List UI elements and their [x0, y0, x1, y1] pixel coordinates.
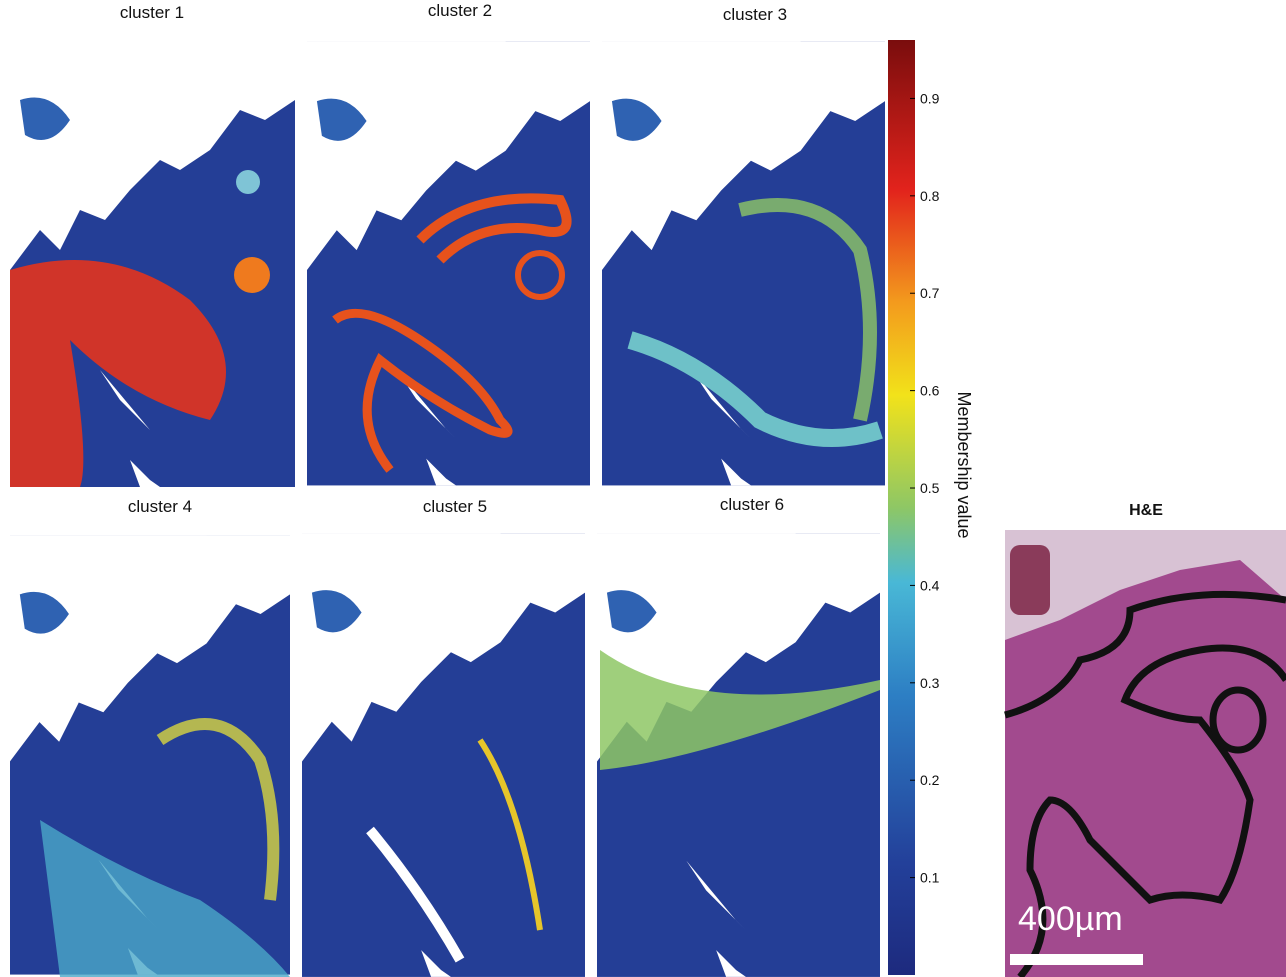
heatmap: [10, 535, 290, 977]
he-image: 400µm: [1005, 530, 1286, 977]
colorbar-tick-label: 0.5: [920, 480, 940, 496]
colorbar-tick-label: 0.6: [920, 383, 940, 399]
colorbar-tick-label: 0.2: [920, 772, 940, 788]
panel-title: cluster 2: [428, 1, 492, 20]
colorbar-tick-label: 0.1: [920, 870, 940, 886]
he-title: H&E: [1129, 502, 1163, 519]
colorbar-label: Membership value: [954, 391, 974, 538]
figure: 400µm H&E Membership value cluster 1 clus…: [0, 0, 1286, 977]
heatmap: [597, 533, 880, 977]
heatmap: [602, 42, 885, 486]
panel-title: cluster 6: [720, 495, 784, 514]
heatmap: [10, 40, 295, 487]
colorbar-tick-label: 0.7: [920, 285, 940, 301]
panel-title: cluster 5: [423, 497, 487, 516]
colorbar-tick-label: 0.4: [920, 577, 940, 593]
panel-title: cluster 3: [723, 5, 787, 24]
heatmap: [307, 42, 590, 486]
panel-title: cluster 1: [120, 3, 184, 22]
colorbar-tick-label: 0.8: [920, 188, 940, 204]
colorbar-tick-label: 0.3: [920, 675, 940, 691]
heatmap: [302, 533, 585, 977]
panel-title: cluster 4: [128, 497, 192, 516]
colorbar-tick-label: 0.9: [920, 90, 940, 106]
scale-bar-label: 400µm: [1018, 900, 1123, 938]
colorbar: [888, 40, 915, 975]
